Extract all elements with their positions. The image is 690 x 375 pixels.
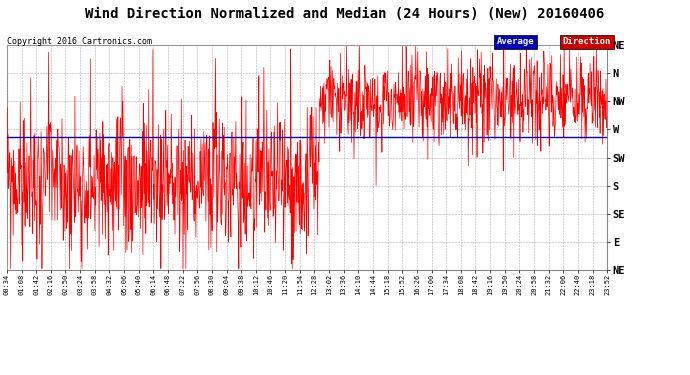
Text: Average: Average (497, 38, 535, 46)
Text: Direction: Direction (562, 38, 611, 46)
Text: Wind Direction Normalized and Median (24 Hours) (New) 20160406: Wind Direction Normalized and Median (24… (86, 8, 604, 21)
Text: Copyright 2016 Cartronics.com: Copyright 2016 Cartronics.com (7, 38, 152, 46)
